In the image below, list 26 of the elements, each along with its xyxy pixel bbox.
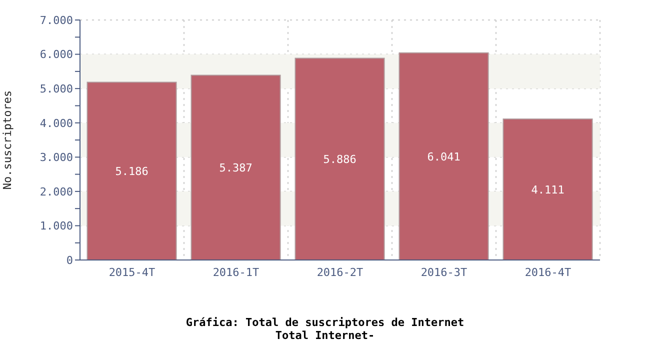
- y-tick-label: 5.000: [40, 82, 73, 96]
- y-axis-title: No.suscriptores: [0, 90, 14, 190]
- text: Total Internet-: [274, 329, 376, 342]
- x-tick-label: 2016-3T: [420, 266, 468, 279]
- data-label: 5.387: [219, 162, 252, 175]
- data-label: 5.186: [115, 165, 148, 178]
- y-tick-label: 2.000: [40, 185, 73, 198]
- bar: [294, 58, 385, 260]
- y-tick-label: 1.000: [40, 220, 73, 233]
- y-tick-label: 3.000: [40, 151, 73, 164]
- y-tick-label: 4.000: [40, 116, 73, 130]
- bar: [502, 118, 593, 260]
- bar: [398, 52, 489, 260]
- y-tick-label: 7.000: [40, 14, 73, 27]
- data-label: 5.886: [323, 153, 356, 166]
- y-tick-label: 0: [66, 254, 73, 267]
- data-label: 6.041: [427, 150, 460, 164]
- x-tick-label: 2015-4T: [108, 266, 156, 279]
- x-tick-label: 2016-4T: [524, 266, 572, 279]
- x-tick-label: 2016-2T: [316, 266, 364, 279]
- y-tick-label: 6.000: [40, 48, 73, 62]
- data-label: 4.111: [531, 183, 564, 196]
- text: Gráfica: Total de suscriptores de Internet: [184, 316, 466, 329]
- x-tick-label: 2016-1T: [212, 266, 260, 279]
- bar: [86, 82, 177, 260]
- bar: [190, 74, 281, 260]
